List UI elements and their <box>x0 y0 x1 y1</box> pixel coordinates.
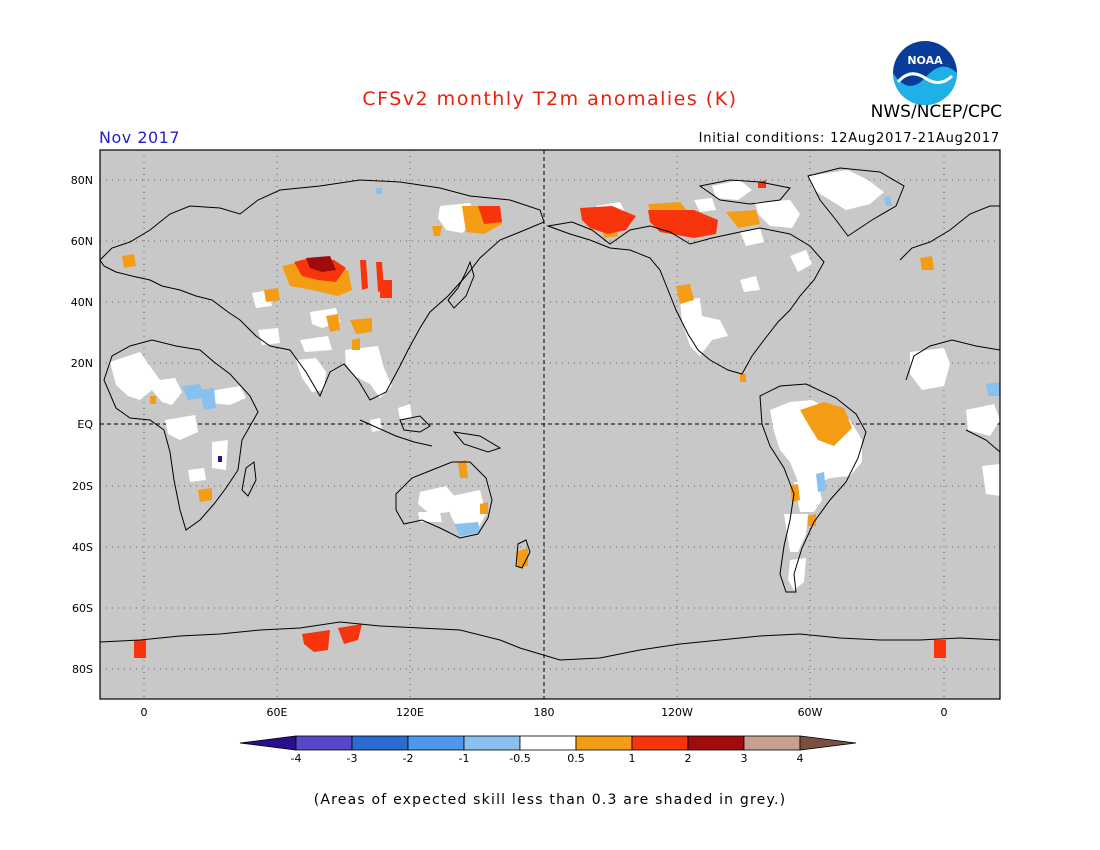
lon-label: 60W <box>798 706 823 719</box>
lat-label: 40N <box>71 296 93 309</box>
lat-label: 60S <box>72 602 93 615</box>
colorbar-label: 3 <box>741 752 748 765</box>
very-hot-anomaly-regions <box>306 256 336 272</box>
colorbar-labels: -4 -3 -2 -1 -0.5 0.5 1 2 3 4 <box>291 752 804 765</box>
strong-cool-spot <box>218 456 222 462</box>
lon-label: 120E <box>396 706 424 719</box>
colorbar-swatch <box>239 735 297 751</box>
colorbar-label: -2 <box>403 752 414 765</box>
colorbar-label: 1 <box>629 752 636 765</box>
colorbar-label: -1 <box>459 752 470 765</box>
colorbar-swatch <box>743 735 801 751</box>
lon-label: 180 <box>534 706 555 719</box>
lat-label: EQ <box>77 418 93 431</box>
lon-label: 0 <box>141 706 148 719</box>
colorbar-swatch <box>351 735 409 751</box>
colorbar-swatch <box>687 735 745 751</box>
lon-label: 0 <box>941 706 948 719</box>
lat-label: 20N <box>71 357 93 370</box>
colorbar-swatch <box>799 735 857 751</box>
colorbar-swatch <box>575 735 633 751</box>
map-frame <box>99 149 1001 700</box>
lon-label: 120W <box>661 706 693 719</box>
colorbar-swatches <box>239 735 857 751</box>
lat-label: 40S <box>72 541 93 554</box>
colorbar-label: 4 <box>797 752 804 765</box>
colorbar-label: 0.5 <box>567 752 585 765</box>
lon-axis-labels: 0 60E 120E 180 120W 60W 0 <box>141 706 948 719</box>
near-normal-regions <box>110 170 1000 590</box>
colorbar-label: -3 <box>347 752 358 765</box>
logo-text: NOAA <box>907 54 943 67</box>
hot-anomaly-regions <box>134 180 946 658</box>
footnote: (Areas of expected skill less than 0.3 a… <box>313 792 787 808</box>
lat-axis-labels: 80N 60N 40N 20N EQ 20S 40S 60S 80S <box>71 174 94 676</box>
colorbar-swatch <box>407 735 465 751</box>
cool-anomaly-regions <box>182 188 1000 536</box>
colorbar-swatch <box>631 735 689 751</box>
initial-conditions: Initial conditions: 12Aug2017-21Aug2017 <box>698 131 1000 146</box>
anomaly-map: 80N 60N 40N 20N EQ 20S 40S 60S 80S 0 60E… <box>71 149 1001 719</box>
lat-label: 20S <box>72 480 93 493</box>
lon-label: 60E <box>267 706 288 719</box>
lat-label: 60N <box>71 235 93 248</box>
coastlines <box>100 167 1000 661</box>
chart-title: CFSv2 monthly T2m anomalies (K) <box>362 88 738 110</box>
colorbar-swatch <box>295 735 353 751</box>
lat-label: 80S <box>72 663 93 676</box>
colorbar-label: -4 <box>291 752 302 765</box>
lat-lon-grid <box>100 150 1000 699</box>
forecast-month: Nov 2017 <box>99 128 181 147</box>
colorbar-swatch <box>519 735 577 751</box>
lat-label: 80N <box>71 174 93 187</box>
colorbar-swatch <box>463 735 521 751</box>
noaa-logo: NOAA <box>893 41 957 105</box>
colorbar: -4 -3 -2 -1 -0.5 0.5 1 2 3 4 <box>239 735 857 765</box>
colorbar-label: -0.5 <box>509 752 530 765</box>
org-label: NWS/NCEP/CPC <box>870 102 1002 122</box>
colorbar-label: 2 <box>685 752 692 765</box>
